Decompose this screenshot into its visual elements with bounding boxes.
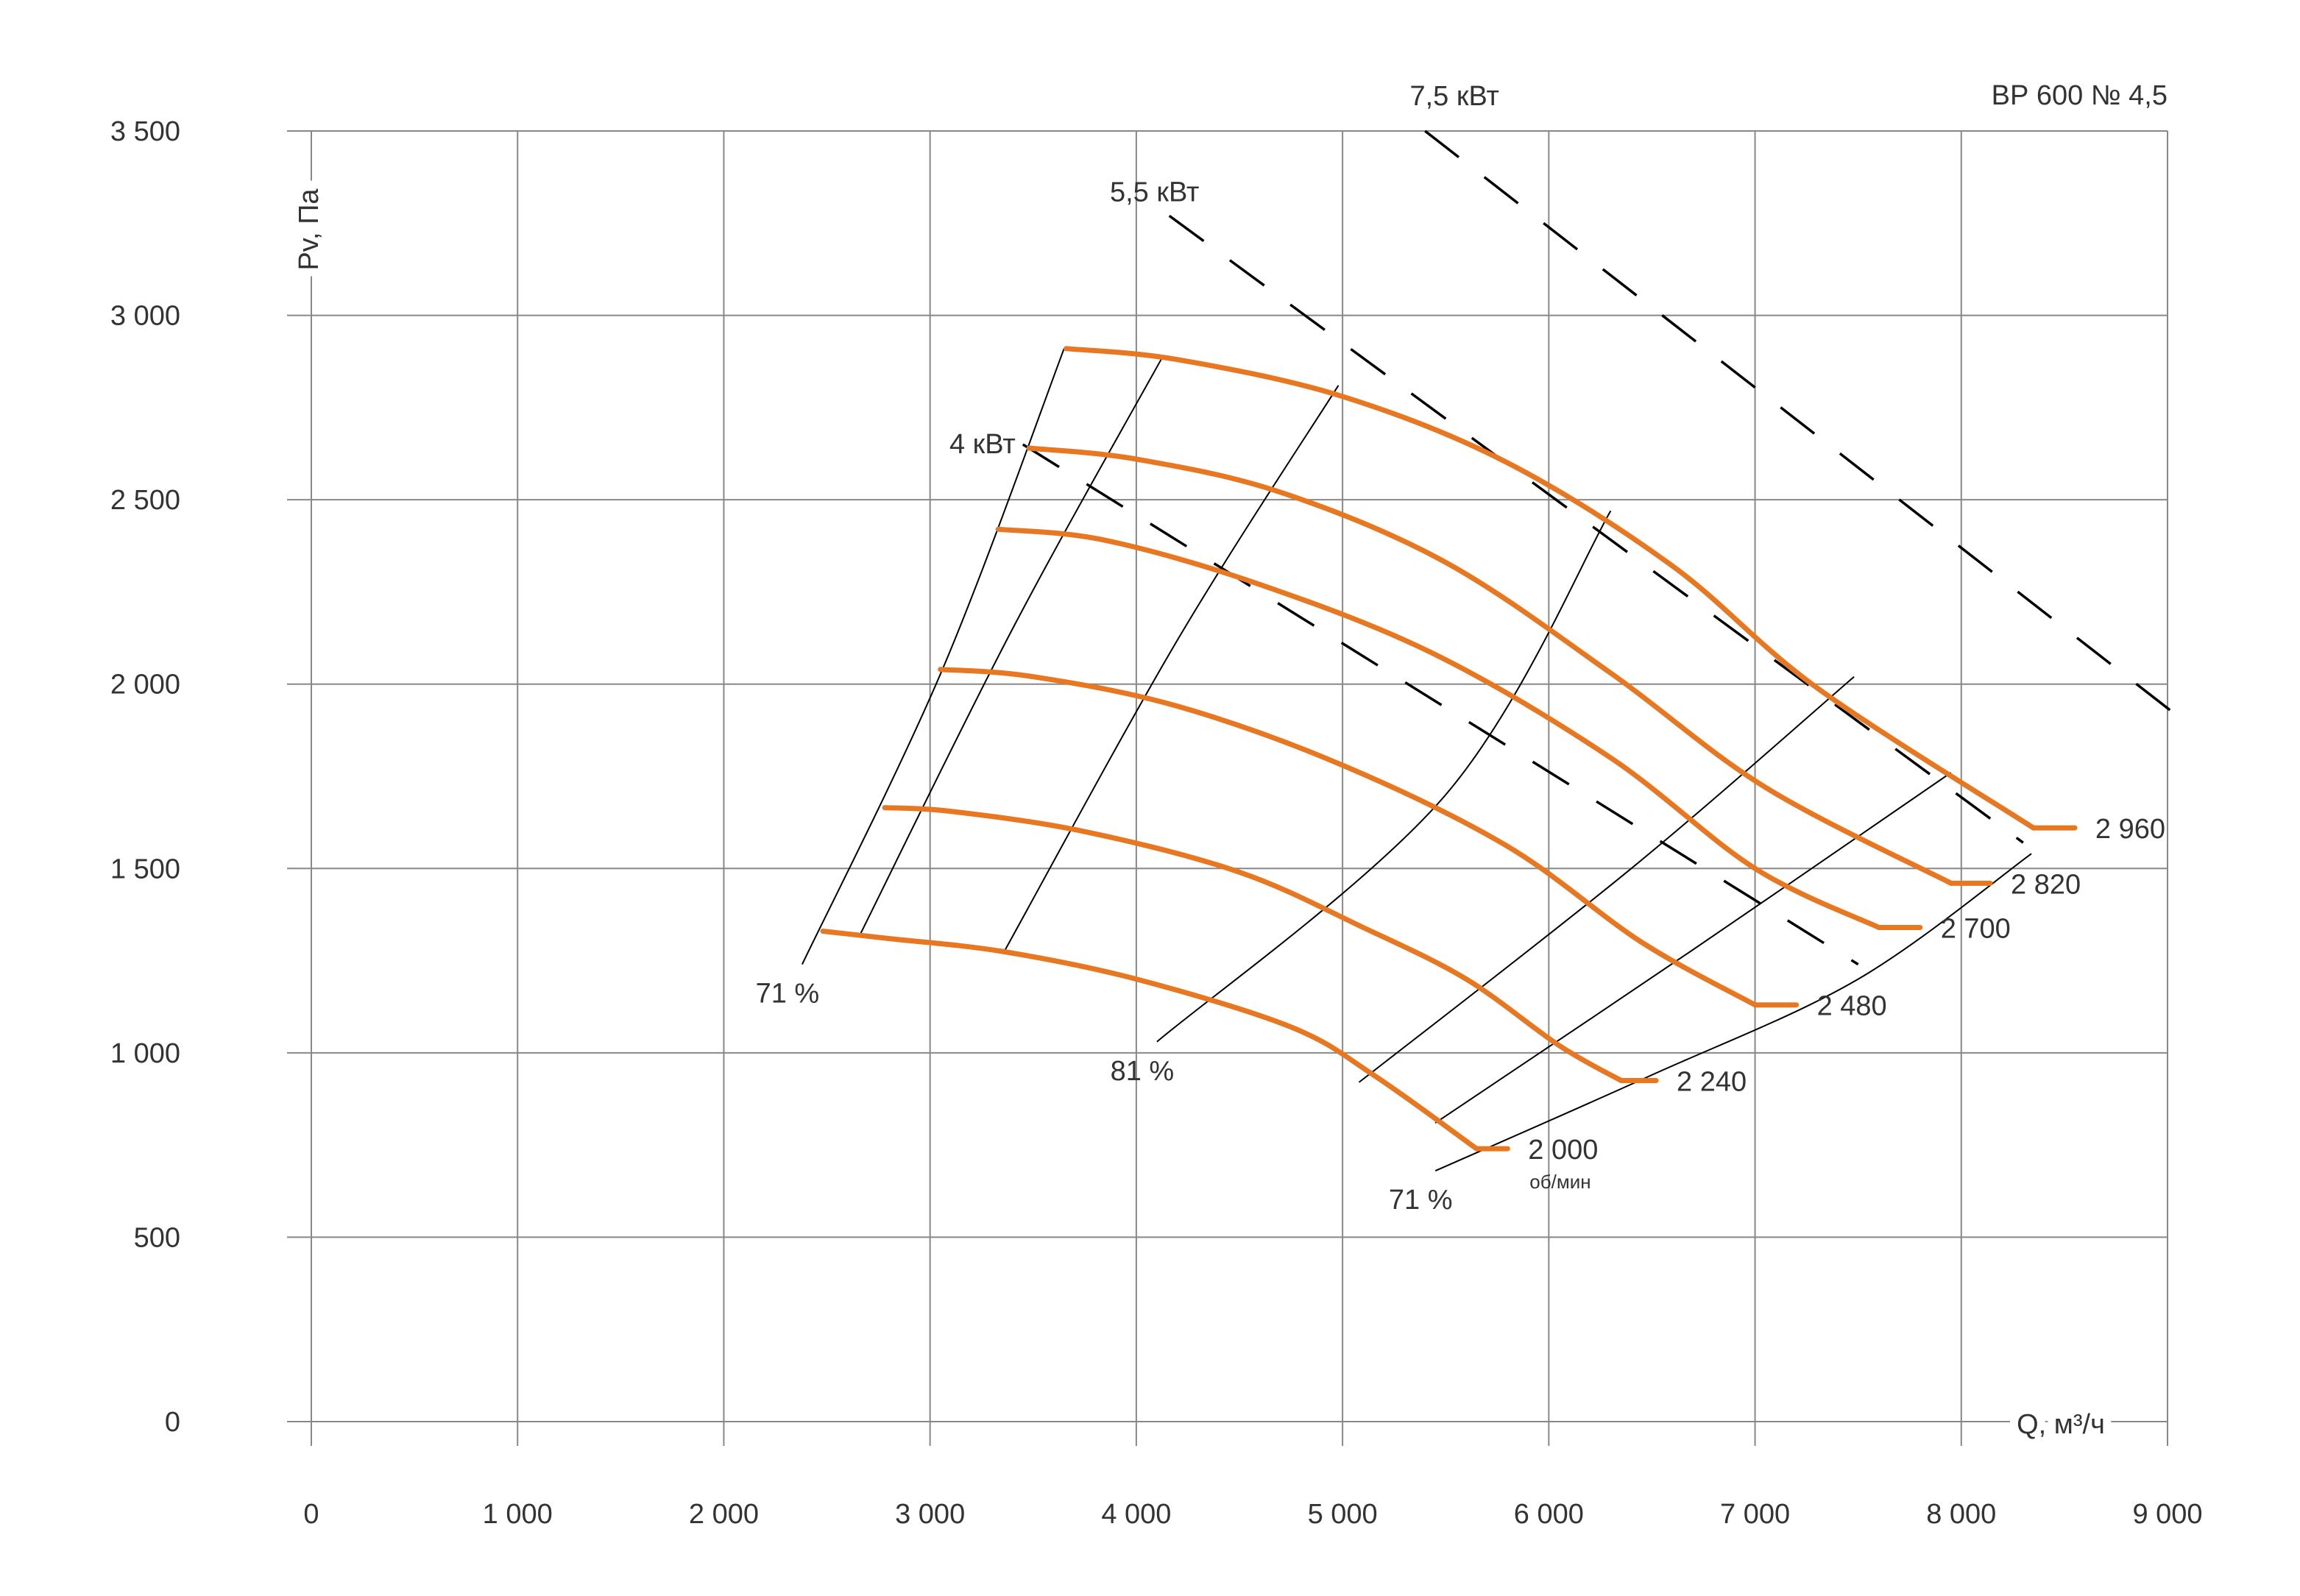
power-label: 7,5 кВт	[1409, 81, 1499, 112]
efficiency-line	[1434, 853, 2032, 1172]
x-tick-label: 9 000	[2132, 1499, 2202, 1530]
power-line	[1168, 214, 2024, 844]
chart-title: ВР 600 № 4,5	[1992, 80, 2168, 111]
rpm-unit-label: об/мин	[1529, 1171, 1590, 1193]
efficiency-line	[1156, 510, 1612, 1043]
tick-labels: 0 1 000 2 000 3 000 4 000 5 000 6 000 7 000 8 00…	[110, 116, 2203, 1530]
x-tick-label: 1 000	[483, 1499, 553, 1530]
rpm-label: 2 000	[1528, 1135, 1598, 1166]
efficiency-line	[859, 355, 1164, 935]
rpm-curve	[938, 667, 1758, 1008]
efficiency-line	[801, 348, 1065, 965]
x-tick-label: 4 000	[1101, 1499, 1171, 1530]
efficiency-label: 71 %	[1389, 1185, 1453, 1216]
efficiency-label: 81 %	[1111, 1056, 1175, 1087]
rpm-curve	[1064, 346, 2037, 831]
rpm-label: 2 480	[1817, 991, 1887, 1022]
rpm-label: 2 820	[2011, 869, 2081, 900]
efficiency-line	[1434, 772, 1952, 1124]
x-tick-label: 0	[303, 1499, 319, 1530]
x-tick-label: 6 000	[1514, 1499, 1584, 1530]
performance-curves	[820, 346, 2078, 1152]
x-tick-label: 3 000	[895, 1499, 965, 1530]
efficiency-line	[1358, 675, 1855, 1083]
efficiency-line	[1003, 385, 1340, 952]
rpm-curve	[1026, 445, 1954, 886]
rpm-label: 2 240	[1677, 1066, 1747, 1097]
grid	[287, 130, 2168, 1446]
rpm-curve	[882, 805, 1624, 1083]
rpm-curve	[820, 929, 1479, 1152]
y-tick-label: 2 500	[110, 485, 180, 516]
x-tick-label: 8 000	[1926, 1499, 1996, 1530]
y-tick-label: 2 000	[110, 670, 180, 701]
power-line	[1424, 130, 2185, 723]
y-tick-label: 3 000	[110, 301, 180, 332]
rpm-label: 2 700	[1941, 913, 2011, 944]
y-tick-label: 500	[134, 1222, 180, 1253]
x-tick-label: 5 000	[1308, 1499, 1378, 1530]
x-tick-label: 2 000	[689, 1499, 759, 1530]
efficiency-label: 71 %	[756, 979, 820, 1010]
y-tick-label: 3 500	[110, 116, 180, 147]
power-lines	[1022, 130, 2185, 966]
power-label: 4 кВт	[949, 429, 1016, 460]
power-label: 5,5 кВт	[1110, 177, 1200, 208]
y-tick-label: 1 500	[110, 854, 180, 884]
power-line	[1022, 443, 1859, 966]
y-tick-label: 1 000	[110, 1038, 180, 1069]
y-axis-label: Pv, Па	[294, 188, 325, 271]
x-tick-label: 7 000	[1720, 1499, 1790, 1530]
x-axis-label: Q, м³/ч	[2017, 1409, 2105, 1440]
rpm-curve	[995, 526, 1882, 930]
rpm-label: 2 960	[2095, 814, 2165, 845]
efficiency-lines	[801, 348, 2032, 1172]
y-tick-label: 0	[165, 1407, 180, 1438]
